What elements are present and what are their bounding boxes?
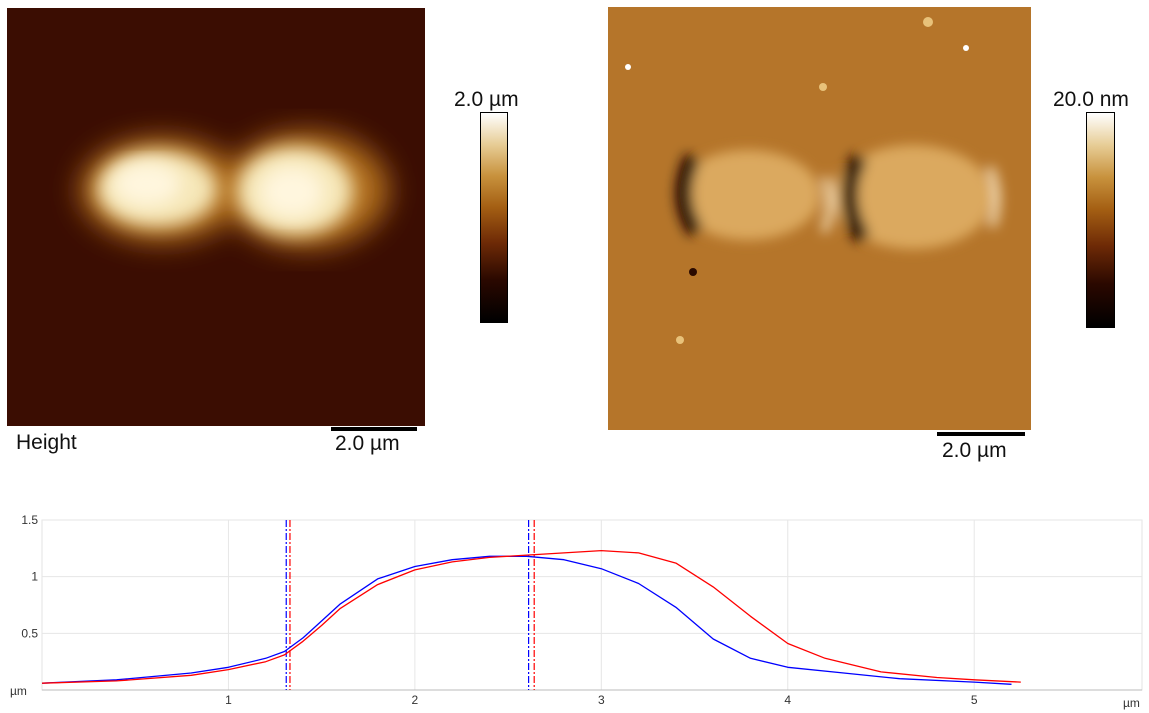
chart-cursors: [285, 520, 535, 690]
x-tick-label: 2: [412, 693, 419, 707]
x-tick-label: 3: [598, 693, 605, 707]
amplitude-scalebar-label: 2.0 µm: [942, 439, 1007, 462]
x-tick-label: 4: [784, 693, 791, 707]
height-caption: Height: [16, 431, 77, 454]
y-axis-label: µm: [10, 684, 27, 698]
height-scalebar-label: 2.0 µm: [335, 432, 400, 455]
height-colorbar-max-label: 2.0 µm: [454, 88, 519, 111]
chart-series: [41, 549, 1021, 685]
profile-chart: 1 2 3 4 5 0.5 1 1.5 µm µm: [10, 513, 1143, 710]
amplitude-image: [608, 7, 1031, 430]
y-tick-label: 1: [31, 570, 38, 584]
amplitude-colorbar-max-label: 20.0 nm: [1053, 88, 1129, 111]
x-tick-label: 1: [225, 693, 232, 707]
x-tick-label: 5: [971, 693, 978, 707]
height-scalebar: [331, 427, 417, 431]
chart-grid: [41, 519, 1143, 691]
blue-profile-line: [41, 555, 1012, 685]
amplitude-scalebar: [937, 432, 1025, 436]
plot-frame: [41, 519, 1143, 691]
y-tick-label: 1.5: [21, 513, 38, 527]
chart-ticks: 1 2 3 4 5 0.5 1 1.5: [21, 513, 978, 707]
red-profile-line: [41, 549, 1021, 684]
y-tick-label: 0.5: [21, 626, 38, 640]
height-colorbar: [480, 112, 508, 323]
amplitude-colorbar: [1086, 112, 1115, 328]
height-image: [7, 8, 425, 426]
x-axis-label: µm: [1123, 696, 1140, 710]
